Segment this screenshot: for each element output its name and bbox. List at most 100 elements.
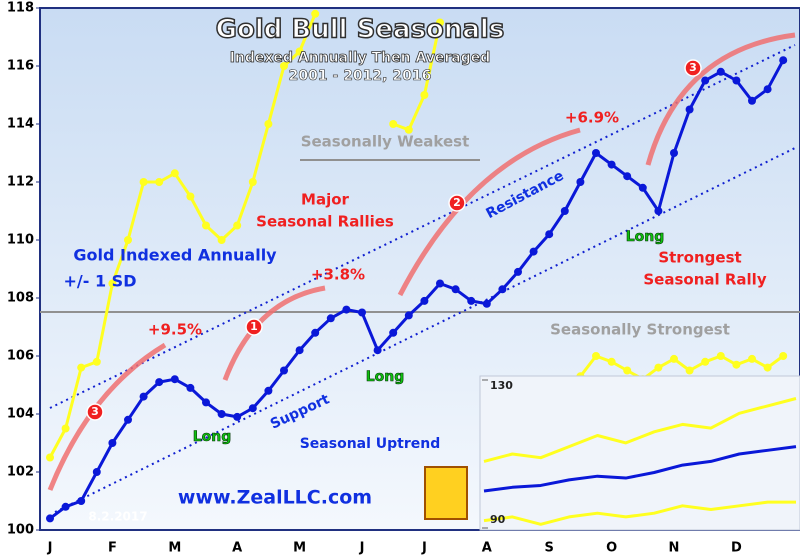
x-tick-label: N (669, 541, 680, 556)
series-line-dot (545, 230, 554, 239)
series-line-dot (295, 47, 304, 56)
series-line-dot (654, 363, 663, 372)
series-line-dot (732, 360, 741, 369)
series-line-dot (170, 169, 179, 178)
annotation: 1 (250, 320, 258, 333)
series-line-dot (233, 412, 242, 421)
x-tick-label: M (293, 541, 306, 556)
subtitle: Indexed Annually Then Averaged (230, 50, 491, 66)
y-tick-label: 104 (7, 407, 34, 422)
series-line-dot (436, 279, 444, 288)
series-line-dot (592, 149, 600, 157)
annotation: 2 (453, 196, 461, 209)
inset-series (483, 397, 797, 526)
x-tick-label: D (731, 541, 742, 556)
annotation: Long (366, 369, 405, 385)
x-tick-label: F (108, 541, 117, 556)
series-line-dot (124, 415, 132, 424)
y-tick-label: 118 (7, 1, 34, 16)
y-tick-label: 100 (7, 523, 34, 538)
rally-arrows (47, 32, 796, 491)
series-line-dot (342, 305, 351, 314)
series-line-dot (108, 439, 117, 447)
series-line-dot (77, 497, 86, 505)
series-line-dot (155, 178, 164, 186)
series-line (483, 500, 796, 526)
series-line-dot (108, 279, 117, 288)
annotation: +9.5% (148, 321, 202, 339)
logo (424, 466, 468, 520)
inset-tick-label: 90 (490, 513, 506, 526)
series-line-dot (482, 299, 491, 308)
x-tick-label: O (606, 541, 617, 556)
step-marker (86, 403, 104, 421)
y-tick-label: 112 (7, 175, 34, 190)
series-line-dot (623, 366, 632, 375)
series-line-dot (748, 354, 756, 363)
series-line-dot (295, 346, 304, 355)
series-line-dot (763, 363, 772, 372)
series-line-dot (139, 178, 148, 186)
series-line-dot (326, 314, 335, 323)
series-line-dot (124, 236, 132, 244)
y-tick-label: 116 (7, 59, 34, 74)
series-line-dot (186, 192, 195, 201)
series-line-dot (748, 96, 756, 105)
x-tick-label: J (47, 541, 53, 556)
annotation: +6.9% (565, 109, 619, 127)
series-line-dot (420, 91, 429, 99)
series-line-dot (46, 453, 54, 462)
series-line-dot (638, 183, 647, 192)
series-line (483, 445, 797, 493)
series-line-dot (529, 247, 538, 256)
annotation: Seasonal Uptrend (300, 436, 441, 452)
y-tick-label: 114 (7, 117, 34, 132)
series-line-dot (560, 207, 569, 215)
series-line-dot (763, 85, 772, 94)
series-line-dot (202, 398, 210, 407)
annotation: Seasonal Rallies (256, 213, 394, 231)
series-line-dot (139, 392, 148, 401)
series-line-dot (654, 207, 663, 215)
series-line-dot (514, 267, 522, 276)
annotation: Gold Indexed Annually (73, 246, 277, 265)
series-line-dot (186, 383, 195, 392)
series-line-dot (77, 363, 86, 372)
series-line-dot (498, 285, 507, 294)
series-line-dot (389, 328, 398, 337)
series-line-dot (685, 366, 694, 375)
series-line-dot (170, 375, 179, 384)
annotation: 8.2.2017 (88, 510, 147, 524)
series-line-dot (248, 404, 257, 413)
series-line-dot (701, 76, 710, 85)
step-marker (448, 194, 466, 212)
annotation: Seasonally Strongest (550, 321, 730, 339)
series-line-dot (373, 346, 382, 355)
annotation: 2001 - 2012, 2016 (289, 68, 432, 84)
series-line-dot (92, 357, 101, 366)
series-line-dot (701, 357, 710, 366)
annotation: 3 (689, 61, 697, 74)
series-line-dot (61, 502, 70, 511)
series-line-dot (670, 149, 678, 157)
inset-tick-label: 130 (490, 379, 513, 392)
series-line-dot (685, 105, 694, 114)
annotation: www.ZealLLC.com (178, 487, 372, 509)
annotation: Seasonal Rally (643, 271, 766, 289)
series-line-dot (389, 120, 398, 128)
annotation: +3.8% (311, 266, 365, 284)
y-tick-label: 110 (7, 233, 34, 248)
resistance-line (49, 44, 796, 409)
series-line-dot (467, 296, 476, 305)
series-line-dot (248, 178, 257, 186)
series-line-dot (404, 125, 413, 134)
x-tick-label: J (359, 541, 365, 556)
series-line-dot (607, 160, 616, 169)
series-line-dot (311, 9, 320, 18)
series-line-dot (280, 366, 288, 375)
annotation: Major (301, 191, 349, 209)
annotation: Seasonally Weakest (301, 133, 470, 151)
series-line-dot (155, 378, 164, 387)
series-line-dot (280, 62, 288, 70)
